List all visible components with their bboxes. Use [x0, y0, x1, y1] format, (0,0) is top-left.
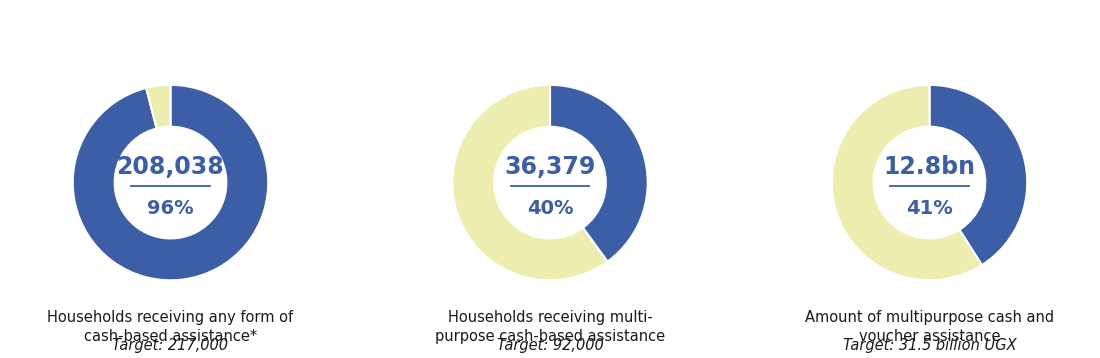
- Text: Key indicators: Key indicators: [14, 15, 158, 33]
- Text: 40%: 40%: [527, 199, 573, 218]
- Text: 96%: 96%: [147, 199, 194, 218]
- Text: Target: 31.5 billion UGX: Target: 31.5 billion UGX: [843, 338, 1016, 353]
- Text: 36,379: 36,379: [504, 155, 596, 179]
- Text: Households receiving multi-
purpose cash-based assistance: Households receiving multi- purpose cash…: [434, 310, 666, 344]
- Text: 12.8bn: 12.8bn: [883, 155, 976, 179]
- Text: Amount of multipurpose cash and
voucher assistance: Amount of multipurpose cash and voucher …: [805, 310, 1054, 344]
- Text: 208,038: 208,038: [117, 155, 224, 179]
- Wedge shape: [73, 85, 268, 280]
- Text: Target: 92,000: Target: 92,000: [496, 338, 604, 353]
- Text: Households receiving any form of
cash-based assistance*: Households receiving any form of cash-ba…: [47, 310, 294, 344]
- Wedge shape: [146, 85, 170, 129]
- Wedge shape: [832, 85, 982, 280]
- Wedge shape: [550, 85, 648, 262]
- Wedge shape: [452, 85, 607, 280]
- Text: Target: 217,000: Target: 217,000: [112, 338, 229, 353]
- Text: 41%: 41%: [906, 199, 953, 218]
- Wedge shape: [930, 85, 1027, 265]
